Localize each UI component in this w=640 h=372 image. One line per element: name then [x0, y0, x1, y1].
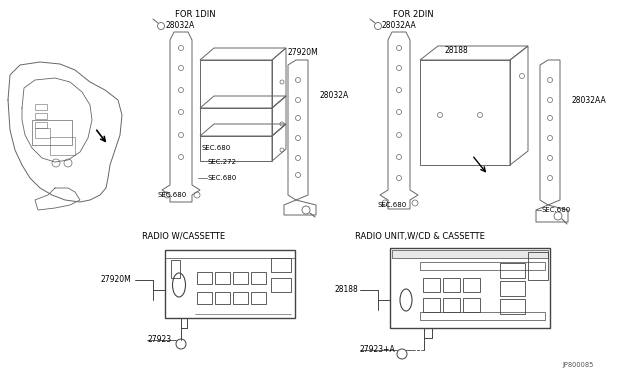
Text: 27923: 27923 [147, 336, 171, 344]
Bar [35, 122, 47, 128]
Bar [215, 292, 230, 304]
Bar [35, 104, 47, 110]
Text: 28188: 28188 [335, 285, 359, 295]
Text: SEC.680: SEC.680 [202, 145, 231, 151]
Text: 28032AA: 28032AA [572, 96, 607, 105]
Bar [35, 113, 47, 119]
Bar [35, 128, 50, 138]
Text: SEC.680: SEC.680 [158, 192, 188, 198]
Text: 28188: 28188 [445, 45, 468, 55]
Bar [200, 60, 272, 108]
Bar [463, 298, 480, 312]
Bar [420, 312, 545, 320]
Bar [420, 60, 510, 165]
Bar [423, 278, 440, 292]
Text: 27920M: 27920M [288, 48, 319, 57]
Bar [271, 258, 291, 272]
Text: FOR 2DIN: FOR 2DIN [393, 10, 434, 19]
Text: JP800085: JP800085 [562, 362, 593, 368]
Bar [443, 278, 460, 292]
Bar [50, 137, 75, 155]
Bar [500, 263, 525, 278]
Text: SEC.272: SEC.272 [208, 159, 237, 165]
Bar [528, 252, 548, 280]
Bar [215, 272, 230, 284]
Bar [463, 278, 480, 292]
Text: SEC.680: SEC.680 [378, 202, 407, 208]
Bar [233, 272, 248, 284]
Bar [200, 108, 272, 136]
Text: 28032AA: 28032AA [382, 20, 417, 29]
Text: FOR 1DIN: FOR 1DIN [175, 10, 216, 19]
Bar [171, 260, 180, 278]
Text: RADIO UNIT,W/CD & CASSETTE: RADIO UNIT,W/CD & CASSETTE [355, 231, 485, 241]
Text: RADIO W/CASSETTE: RADIO W/CASSETTE [142, 231, 225, 241]
Text: 28032A: 28032A [320, 90, 349, 99]
Bar [233, 292, 248, 304]
Bar [390, 248, 550, 328]
Text: SEC.680: SEC.680 [208, 175, 237, 181]
Bar [500, 281, 525, 296]
Text: SEC.680: SEC.680 [542, 207, 572, 213]
Bar [443, 298, 460, 312]
Bar [423, 298, 440, 312]
Bar [420, 262, 545, 270]
Bar [165, 250, 295, 318]
Bar [251, 272, 266, 284]
Bar [200, 136, 272, 161]
Bar [500, 299, 525, 314]
Bar [251, 292, 266, 304]
Text: 27923+A: 27923+A [360, 346, 396, 355]
Text: 28032A: 28032A [165, 20, 195, 29]
Bar [392, 250, 548, 258]
Bar [197, 292, 212, 304]
Bar [32, 120, 72, 145]
Bar [271, 278, 291, 292]
Text: 27920M: 27920M [100, 276, 131, 285]
Bar [197, 272, 212, 284]
